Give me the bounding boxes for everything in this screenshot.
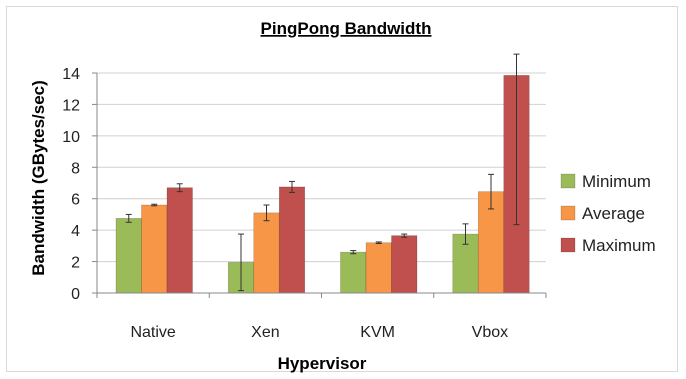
- legend: Minimum Average Maximum: [560, 172, 656, 255]
- bar: [141, 204, 168, 294]
- x-tick-label: KVM: [360, 324, 395, 341]
- bar: [115, 218, 142, 294]
- x-tick-label: Native: [130, 324, 175, 341]
- y-axis-title: Bandwidth (GBytes/sec): [29, 80, 48, 276]
- y-tick-label: 12: [62, 97, 80, 114]
- x-tick-label: Xen: [251, 324, 279, 341]
- chart-frame: [6, 6, 678, 372]
- bar: [391, 235, 418, 294]
- bars: [115, 53, 530, 294]
- bar: [253, 212, 280, 294]
- chart-title: PingPong Bandwidth: [261, 19, 432, 38]
- legend-swatch: [560, 205, 576, 221]
- legend-label: Maximum: [582, 236, 656, 255]
- bar: [340, 251, 367, 294]
- y-tick-label: 4: [71, 223, 80, 240]
- y-tick-label: 8: [71, 160, 80, 177]
- bar: [365, 242, 392, 294]
- y-tick-label: 14: [62, 66, 80, 83]
- y-tick-label: 6: [71, 192, 80, 209]
- legend-swatch: [560, 237, 576, 253]
- legend-swatch: [560, 173, 576, 189]
- x-axis-title: Hypervisor: [278, 354, 367, 373]
- bar: [278, 186, 306, 294]
- legend-label: Average: [582, 204, 645, 223]
- axes: 0 2 4 6 8 10 12 14 Native Xen KVM Vbox: [62, 66, 547, 341]
- y-tick-label: 10: [62, 129, 80, 146]
- bar: [166, 187, 193, 294]
- y-tick-label: 0: [71, 286, 80, 303]
- legend-label: Minimum: [582, 172, 651, 191]
- x-tick-label: Vbox: [472, 324, 508, 341]
- y-tick-label: 2: [71, 255, 80, 272]
